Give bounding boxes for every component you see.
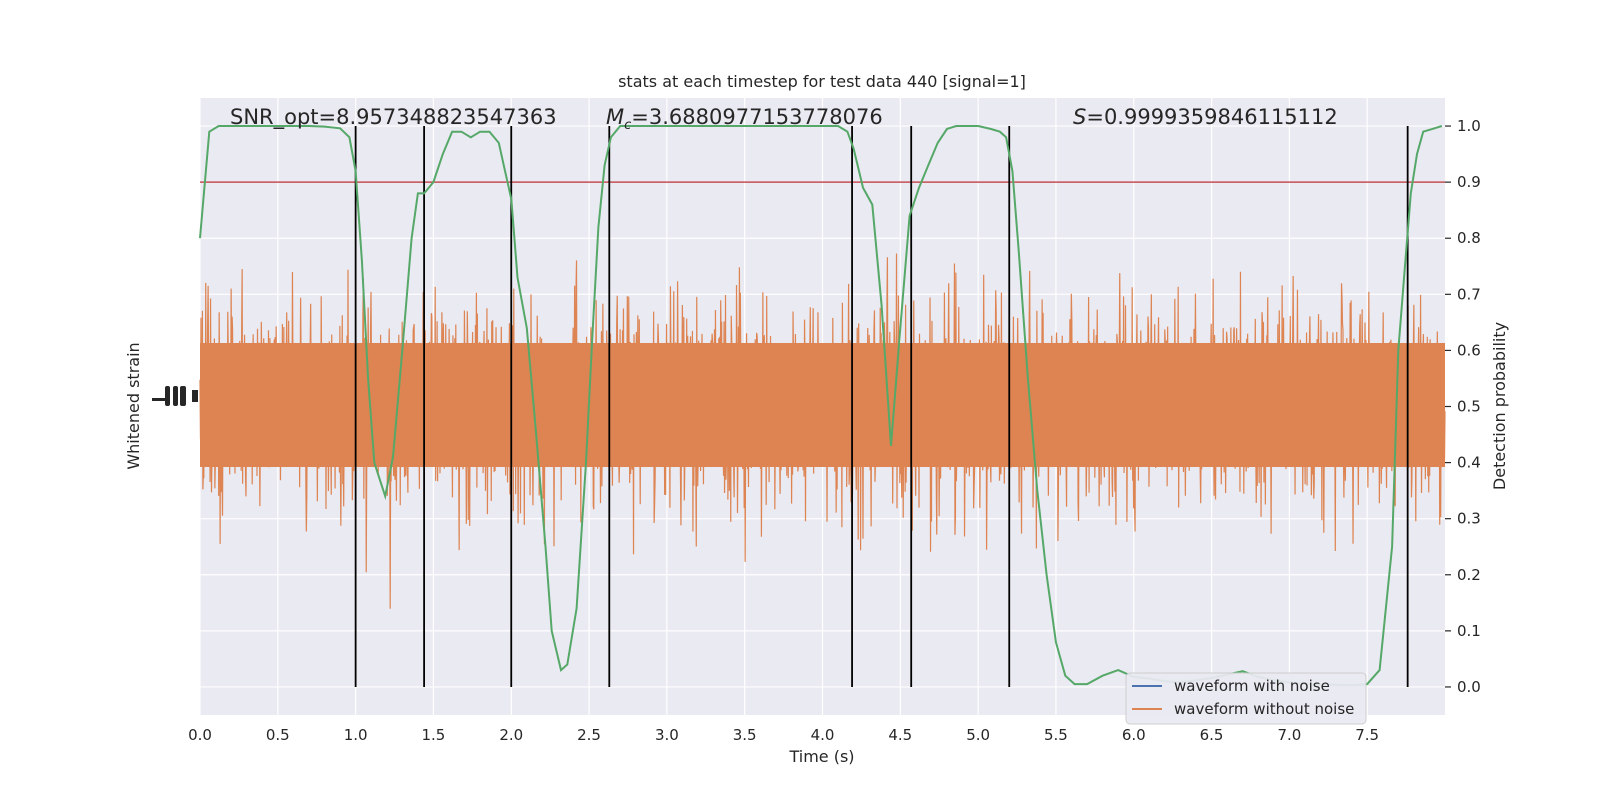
right-y-axis: 0.0 0.1 0.2 0.3 0.4 0.5 0.6 0.7 0.8 0.9 1.0	[1445, 117, 1481, 696]
x-tick-label: 5.0	[966, 726, 990, 744]
x-axis: 0.0 0.5 1.0 1.5 2.0 2.5 3.0 3.5 4.0 4.5 5.0 5.5 6.0 6…	[188, 726, 1379, 744]
y-tick-label: 0.3	[1457, 510, 1481, 528]
x-tick-label: 0.0	[188, 726, 212, 744]
s-annotation: S=0.9999359846115112	[1073, 105, 1338, 129]
y-tick-label: 1.0	[1457, 117, 1481, 135]
strain-dense-band	[200, 343, 1445, 467]
left-y-axis-label: Whitened strain	[124, 342, 143, 469]
legend: waveform with noise waveform without noi…	[1125, 672, 1367, 725]
y-tick-label: 0.2	[1457, 566, 1481, 584]
x-tick-label: 3.0	[655, 726, 679, 744]
legend-box	[1125, 672, 1367, 725]
vertical-markers	[354, 126, 1409, 687]
x-tick-label: 3.5	[733, 726, 757, 744]
s-value: =0.9999359846115112	[1086, 105, 1337, 129]
x-tick-label: 6.0	[1122, 726, 1146, 744]
x-tick-label: 5.5	[1044, 726, 1068, 744]
x-tick-label: 7.5	[1355, 726, 1379, 744]
y-tick-label: 0.6	[1457, 341, 1481, 359]
y-tick-label: 0.9	[1457, 173, 1481, 191]
y-tick-label: 0.5	[1457, 398, 1481, 416]
x-tick-label: 1.5	[422, 726, 446, 744]
legend-label-clean: waveform without noise	[1174, 700, 1354, 718]
right-y-axis-label: Detection probability	[1490, 322, 1509, 490]
mc-value: =3.6880977153778076	[631, 105, 882, 129]
y-tick-label: 0.7	[1457, 285, 1481, 303]
left-tick-clutter	[152, 386, 198, 406]
x-tick-label: 1.0	[344, 726, 368, 744]
x-tick-label: 4.5	[888, 726, 912, 744]
x-tick-label: 6.5	[1200, 726, 1224, 744]
strain-series	[199, 253, 1446, 609]
y-tick-label: 0.1	[1457, 622, 1481, 640]
chirp-mass-annotation: Mc=3.6880977153778076	[606, 105, 883, 133]
y-tick-label: 0.8	[1457, 229, 1481, 247]
snr-annotation: SNR_opt=8.957348823547363	[230, 105, 557, 130]
s-symbol: S	[1073, 105, 1086, 129]
x-axis-label: Time (s)	[788, 747, 854, 766]
x-tick-label: 2.5	[577, 726, 601, 744]
x-tick-label: 0.5	[266, 726, 290, 744]
legend-label-noise: waveform with noise	[1174, 677, 1330, 695]
chart-title: stats at each timestep for test data 440…	[618, 72, 1026, 91]
mc-subscript: c	[624, 118, 631, 133]
x-tick-label: 2.0	[499, 726, 523, 744]
x-tick-label: 7.0	[1277, 726, 1301, 744]
y-tick-label: 0.4	[1457, 454, 1481, 472]
mc-symbol: M	[606, 105, 624, 129]
x-tick-label: 4.0	[811, 726, 835, 744]
y-tick-label: 0.0	[1457, 678, 1481, 696]
